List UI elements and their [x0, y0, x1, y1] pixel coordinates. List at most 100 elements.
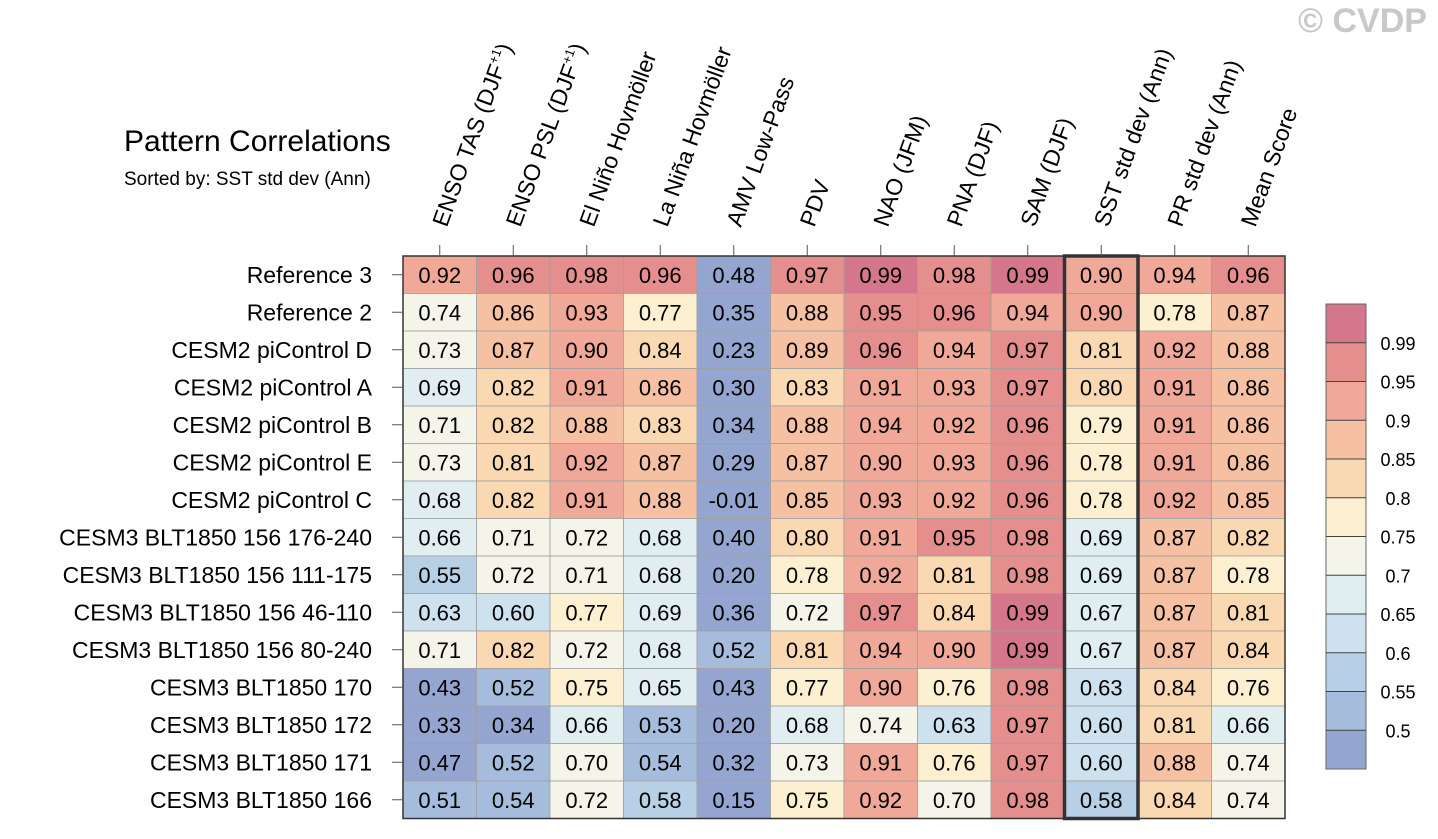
cell-value-label: 0.70 [933, 788, 976, 813]
heatmap-cell [549, 330, 624, 369]
cell-value-label: 0.34 [492, 713, 535, 738]
cell-value-label: 0.53 [639, 713, 682, 738]
cell-value-label: 0.73 [418, 450, 461, 475]
column-label-text: SAM (DJF) [1015, 114, 1078, 230]
cell-value-label: 0.99 [1006, 638, 1049, 663]
heatmap-cell [990, 293, 1065, 332]
cell-value-label: 0.94 [1006, 300, 1049, 325]
heatmap-cell [549, 780, 624, 819]
cell-value-label: 0.92 [933, 413, 976, 438]
heatmap-cell [696, 443, 771, 482]
heatmap-cell [696, 593, 771, 632]
heatmap-cell [402, 668, 477, 707]
column-label: AMV Low-Pass [721, 73, 799, 230]
heatmap-cell [1137, 255, 1212, 294]
heatmap-cell [1211, 668, 1286, 707]
cell-value-label: 0.68 [786, 713, 829, 738]
cell-value-label: 0.94 [1153, 263, 1196, 288]
cell-value-label: 0.83 [786, 375, 829, 400]
cell-value-label: 0.98 [565, 263, 608, 288]
cell-value-label: 0.90 [859, 450, 902, 475]
cell-value-label: 0.69 [1080, 525, 1123, 550]
heatmap-cell [1137, 555, 1212, 594]
heatmap-cell [917, 668, 992, 707]
heatmap-cell [696, 405, 771, 444]
heatmap-cell [696, 518, 771, 557]
cell-value-label: 0.72 [565, 638, 608, 663]
column-label: PR std dev (Ann) [1162, 56, 1246, 229]
column-label: Mean Score [1236, 104, 1303, 229]
heatmap-cell [476, 668, 551, 707]
cell-value-label: 0.15 [712, 788, 755, 813]
cell-value-label: 0.93 [933, 450, 976, 475]
cell-value-label: 0.97 [1006, 713, 1049, 738]
cell-value-label: 0.81 [1153, 713, 1196, 738]
column-label-text: PR std dev (Ann) [1162, 56, 1246, 229]
heatmap-cell [696, 668, 771, 707]
cell-value-label: 0.87 [1227, 300, 1270, 325]
cell-value-label: 0.84 [1227, 638, 1270, 663]
chart-title: Pattern Correlations [124, 125, 391, 158]
cell-value-label: -0.01 [709, 488, 759, 513]
colorbar-label: 0.95 [1380, 373, 1415, 393]
column-label: El Niño Hovmöller [574, 48, 661, 230]
heatmap-cell [843, 368, 918, 407]
heatmap-cell [402, 443, 477, 482]
cell-value-label: 0.43 [418, 675, 461, 700]
heatmap-cell [696, 705, 771, 744]
heatmap-cell [990, 705, 1065, 744]
colorbar-segment [1326, 381, 1366, 421]
column-label: SAM (DJF) [1015, 114, 1078, 230]
cell-value-label: 0.54 [492, 788, 535, 813]
cell-value-label: 0.60 [492, 600, 535, 625]
cell-value-label: 0.92 [1153, 338, 1196, 363]
row-label: Reference 2 [247, 299, 372, 325]
cell-value-label: 0.80 [786, 525, 829, 550]
colorbar-segment [1326, 536, 1366, 576]
cell-value-label: 0.90 [1080, 263, 1123, 288]
colorbar-segment [1326, 342, 1366, 382]
colorbar-segment [1326, 691, 1366, 731]
cell-value-label: 0.94 [859, 413, 902, 438]
heatmap-cell [1064, 555, 1139, 594]
heatmap-cell [623, 518, 698, 557]
heatmap-cell [990, 330, 1065, 369]
cell-value-label: 0.78 [1080, 488, 1123, 513]
cell-value-label: 0.87 [786, 450, 829, 475]
cell-value-label: 0.96 [933, 300, 976, 325]
cell-value-label: 0.85 [1227, 488, 1270, 513]
heatmap-cell [770, 293, 845, 332]
heatmap-cell [843, 293, 918, 332]
cell-value-label: 0.67 [1080, 600, 1123, 625]
cell-value-label: 0.93 [859, 488, 902, 513]
row-label: CESM2 piControl C [171, 487, 372, 513]
cell-value-label: 0.81 [1227, 600, 1270, 625]
heatmap-cell [1064, 443, 1139, 482]
cell-value-label: 0.98 [1006, 525, 1049, 550]
cell-value-label: 0.86 [1227, 375, 1270, 400]
heatmap-cell [623, 780, 698, 819]
heatmap-cell [1211, 480, 1286, 519]
cell-value-label: 0.82 [492, 488, 535, 513]
cell-value-label: 0.74 [418, 300, 461, 325]
heatmap-cell [623, 593, 698, 632]
cell-value-label: 0.82 [492, 413, 535, 438]
cell-value-label: 0.96 [492, 263, 535, 288]
heatmap-cell [917, 780, 992, 819]
cell-value-label: 0.98 [1006, 675, 1049, 700]
heatmap-cell [476, 368, 551, 407]
heatmap-cell [843, 593, 918, 632]
cell-value-label: 0.81 [786, 638, 829, 663]
cell-value-label: 0.88 [786, 413, 829, 438]
cell-value-label: 0.97 [786, 263, 829, 288]
colorbar-label: 0.55 [1380, 683, 1415, 703]
heatmap-cell [917, 593, 992, 632]
row-label: CESM3 BLT1850 156 80-240 [72, 637, 372, 663]
cell-value-label: 0.92 [1153, 488, 1196, 513]
heatmap-cell [990, 780, 1065, 819]
column-label: NAO (JFM) [868, 112, 932, 230]
cell-value-label: 0.68 [418, 488, 461, 513]
heatmap-cell [623, 405, 698, 444]
heatmap-cell [402, 293, 477, 332]
cell-value-label: 0.74 [1227, 788, 1270, 813]
